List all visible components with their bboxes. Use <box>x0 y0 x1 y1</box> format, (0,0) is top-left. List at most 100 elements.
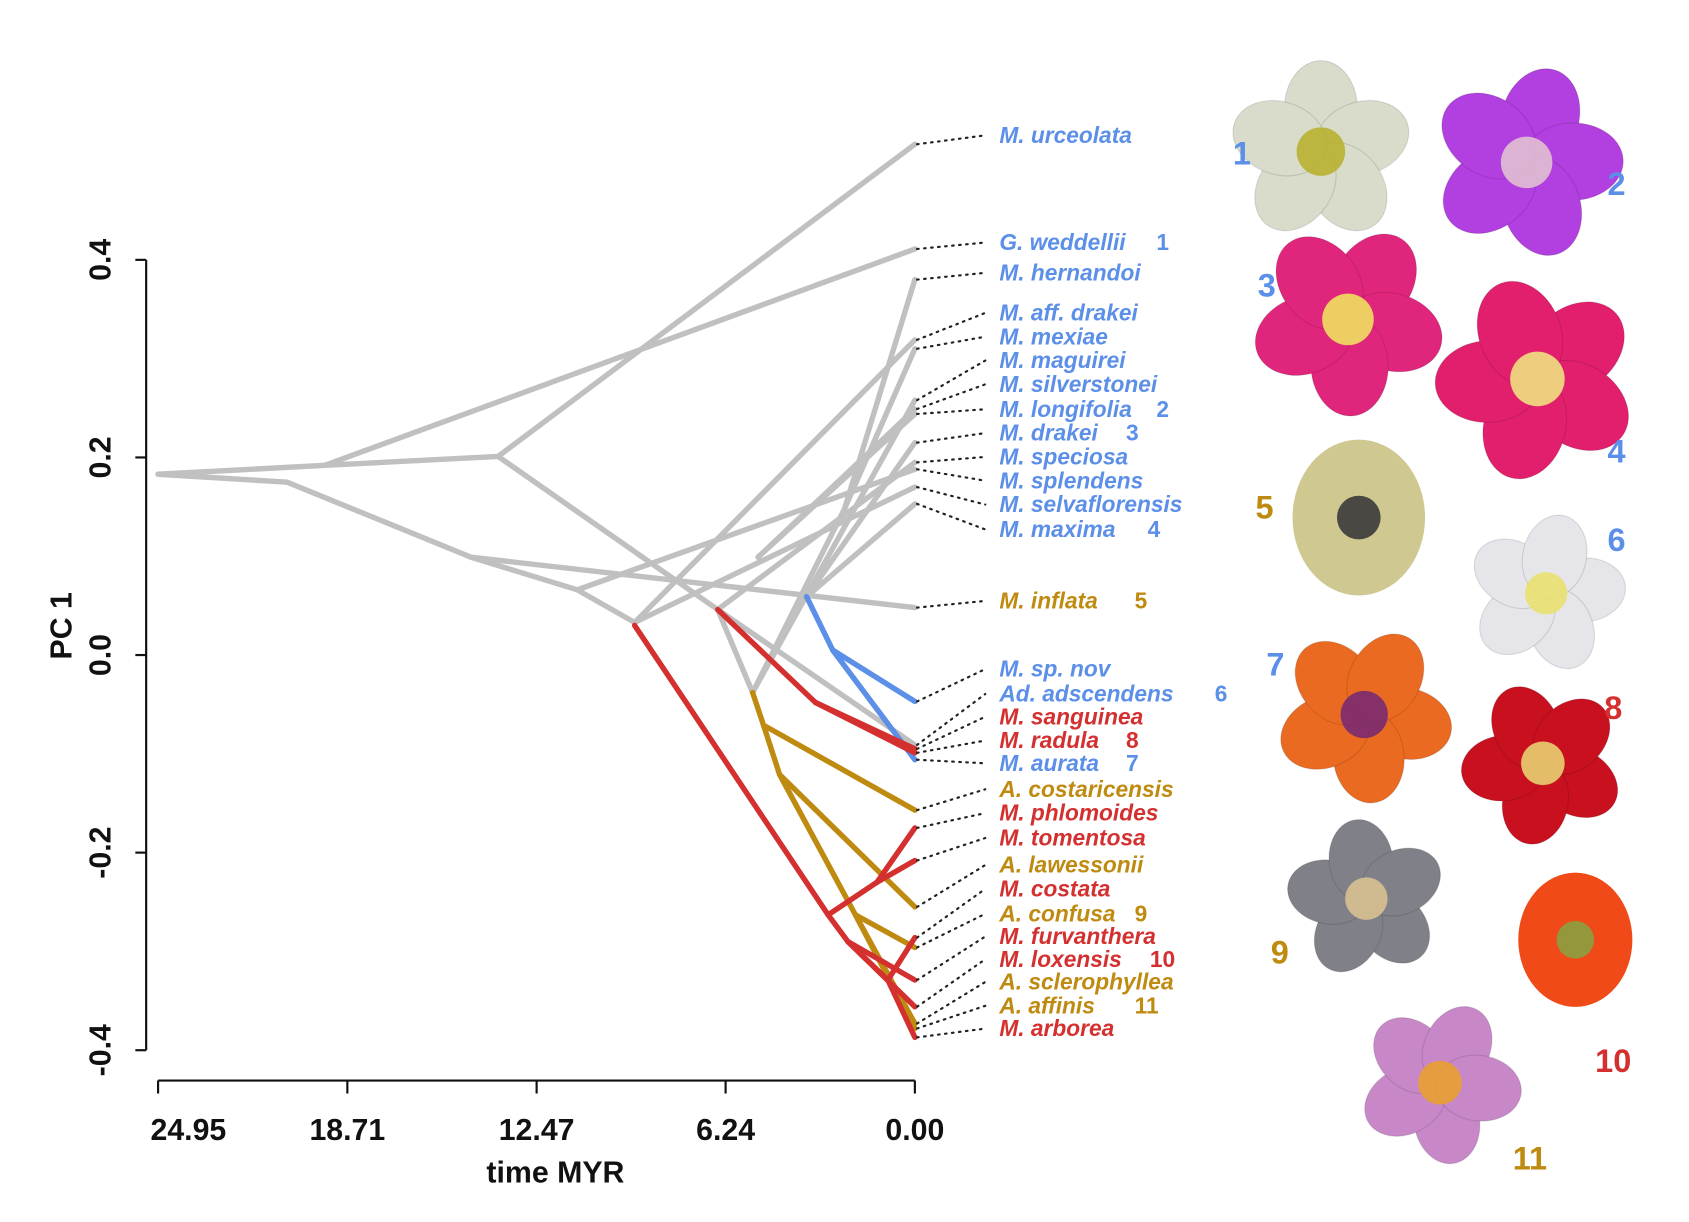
tree-edge-other <box>631 337 918 626</box>
tip-connector <box>915 1027 987 1039</box>
tip-connector <box>915 980 987 1025</box>
tip-connector <box>915 485 987 506</box>
tree-edge-blue <box>803 594 836 653</box>
flower-photo-3 <box>1254 233 1443 417</box>
flower-number: 3 <box>1258 268 1276 304</box>
tip-connector <box>915 739 987 754</box>
tip-flower-number: 9 <box>1135 900 1148 926</box>
tip-connector <box>915 241 987 251</box>
y-axis-label: PC 1 <box>45 592 78 659</box>
x-tick-label: 6.24 <box>696 1114 755 1147</box>
tip-label: A. costaricensis <box>998 776 1173 802</box>
tree-edge-red <box>885 934 918 983</box>
tree-edge-gold <box>776 771 918 910</box>
tree-edge-other <box>284 479 474 560</box>
tip-connector <box>915 912 987 949</box>
tip-connector <box>915 1004 987 1030</box>
tip-flower-number: 7 <box>1126 750 1139 776</box>
tip-label: M. radula <box>999 727 1099 753</box>
tree-edge-other <box>803 439 918 600</box>
tip-label: M. inflata <box>999 587 1097 613</box>
tip-connector <box>915 715 987 750</box>
tree-edge-other <box>803 501 918 600</box>
tip-connector <box>915 788 987 812</box>
flower-number: 11 <box>1513 1140 1547 1176</box>
tip-connector <box>915 887 987 939</box>
tip-connector <box>915 599 987 609</box>
tree-edge-red <box>825 879 880 918</box>
tree-edge-gold <box>749 689 767 728</box>
y-tick-label: -0.4 <box>84 1024 117 1076</box>
tip-label: M. sp. nov <box>999 656 1111 682</box>
tree-edge-red <box>715 606 819 706</box>
tip-label: M. sanguinea <box>999 703 1143 729</box>
tree-edge-red <box>874 825 918 885</box>
flower-photo-8 <box>1460 686 1619 845</box>
tree-edge-gold <box>852 912 918 1032</box>
tip-label: M. longifolia <box>999 396 1132 422</box>
flower-number: 4 <box>1607 433 1625 469</box>
tip-connector <box>915 271 987 281</box>
tip-label: G. weddellii <box>999 229 1126 255</box>
flower-photo-1 <box>1232 60 1410 232</box>
x-tick-label: 18.71 <box>309 1114 385 1147</box>
tree-edge-red <box>845 938 918 983</box>
y-tick-label: -0.2 <box>84 827 117 879</box>
tree-edge-other <box>755 411 918 560</box>
tip-connector <box>915 502 987 531</box>
tip-flower-number: 11 <box>1135 992 1159 1018</box>
flower-number: 8 <box>1604 690 1622 726</box>
tree-edge-red <box>825 912 851 945</box>
tip-flower-number: 6 <box>1215 681 1228 707</box>
tree-edge-other <box>749 397 918 696</box>
flower-number: 5 <box>1256 490 1274 526</box>
tip-connector <box>915 408 987 416</box>
tip-flower-number: 10 <box>1150 946 1175 972</box>
tip-connector <box>915 692 987 747</box>
tip-label: A. affinis <box>998 992 1095 1018</box>
tree-edge-gold <box>852 912 918 951</box>
flower-number: 1 <box>1233 136 1251 172</box>
tree-edge-other <box>495 453 721 613</box>
tree-edge-gold <box>760 722 783 778</box>
tip-connector <box>915 335 987 350</box>
tree-edge-red <box>812 699 918 756</box>
tree-edge-other <box>322 453 501 469</box>
tip-flower-number: 5 <box>1135 587 1148 613</box>
tip-connector <box>915 455 987 464</box>
tree-edge-other <box>574 587 638 626</box>
tip-flower-number: 4 <box>1148 516 1161 542</box>
tree-edge-red <box>874 857 918 885</box>
tip-label: M. arborea <box>999 1015 1114 1041</box>
y-tick-label: 0.2 <box>84 436 117 478</box>
tree-edge-other <box>715 606 918 748</box>
tip-connector <box>915 311 987 341</box>
y-tick-label: 0.0 <box>84 634 117 676</box>
tip-label: M. silverstonei <box>999 371 1158 397</box>
tip-label: M. costata <box>999 875 1110 901</box>
flower-number: 2 <box>1607 166 1625 202</box>
tip-label: M. speciosa <box>999 443 1128 469</box>
flower-photos: 1 2 3 4 5 6 7 8 9 10 11 <box>1232 60 1633 1176</box>
tree-edge-other <box>468 554 580 593</box>
axes: 0.4 0.2 0.0 -0.2 -0.4 24.95 18.71 12.47 6.24 0.0… <box>45 239 944 1190</box>
tip-label: M. hernandoi <box>999 259 1141 285</box>
tip-flower-number: 1 <box>1156 229 1169 255</box>
tip-connector <box>915 863 987 909</box>
tip-label: A. confusa <box>998 900 1115 926</box>
x-axis-label: time MYR <box>486 1156 624 1189</box>
tip-connector <box>915 431 987 444</box>
tip-connector <box>915 758 987 765</box>
flower-photo-10 <box>1518 872 1633 1007</box>
tree-edge-blue <box>829 647 918 705</box>
flower-photo-11 <box>1364 1006 1522 1165</box>
tip-connector <box>915 359 987 402</box>
tip-flower-number: 3 <box>1126 420 1139 446</box>
tree-edge-other <box>841 346 918 512</box>
tip-connector <box>915 383 987 411</box>
flower-number: 6 <box>1607 522 1625 558</box>
tip-label: M. tomentosa <box>999 825 1145 851</box>
tip-connector <box>915 958 987 1008</box>
tree-edge-other <box>155 471 290 485</box>
